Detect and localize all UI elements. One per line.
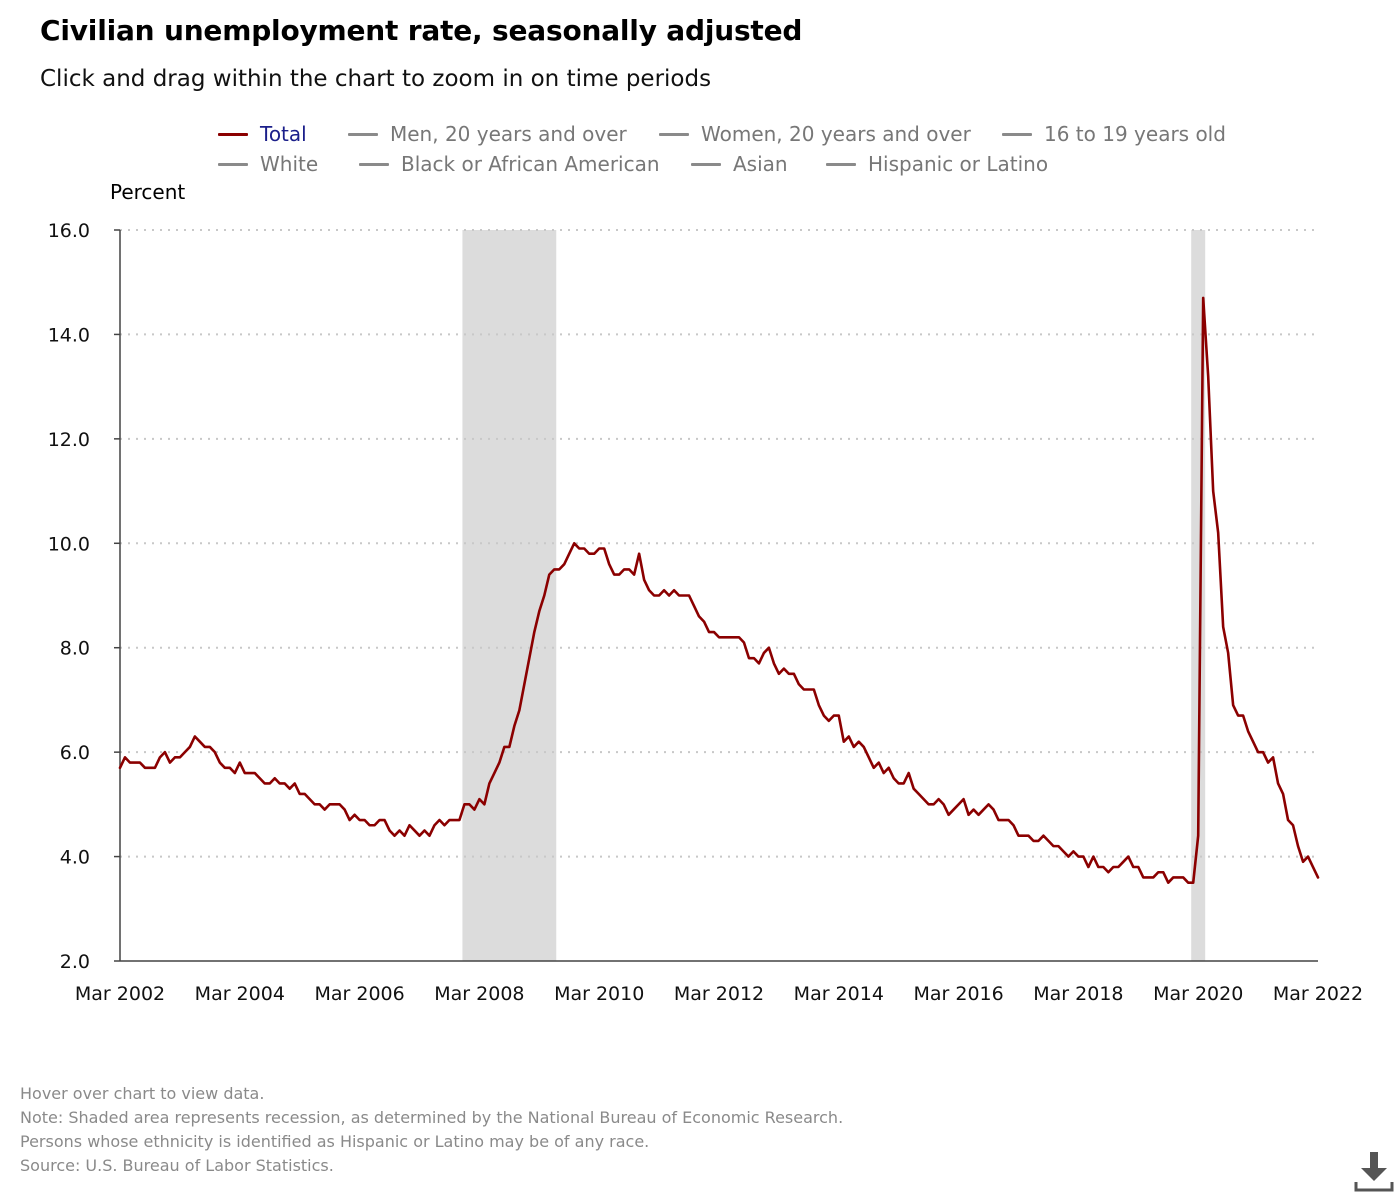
x-tick-label: Mar 2016	[913, 983, 1003, 1005]
y-axis-label: Percent	[110, 180, 186, 204]
download-icon[interactable]	[1354, 1150, 1394, 1194]
legend-label: 16 to 19 years old	[1044, 122, 1226, 146]
series-line-total	[118, 296, 1320, 884]
legend-item-16-to-19[interactable]: 16 to 19 years old	[1002, 122, 1226, 146]
legend-line-swatch	[826, 162, 856, 166]
note-hispanic: Persons whose ethnicity is identified as…	[20, 1132, 650, 1151]
legend-item-women-20-over[interactable]: Women, 20 years and over	[659, 122, 971, 146]
legend-line-swatch	[218, 132, 248, 136]
legend-item-hispanic[interactable]: Hispanic or Latino	[826, 152, 1048, 176]
chart-title: Civilian unemployment rate, seasonally a…	[40, 14, 803, 47]
chart-subtitle: Click and drag within the chart to zoom …	[40, 66, 712, 92]
legend-line-swatch	[359, 162, 389, 166]
x-tick-label: Mar 2002	[75, 983, 165, 1005]
legend-line-swatch	[1002, 132, 1032, 136]
x-tick-label: Mar 2014	[794, 983, 884, 1005]
legend-label: Black or African American	[401, 152, 660, 176]
legend-label: Asian	[733, 152, 788, 176]
gridlines	[120, 229, 1318, 858]
line-chart[interactable]: 2.04.06.08.010.012.014.016.0 Mar 2002 Mar…	[0, 0, 1400, 1040]
legend-label: White	[260, 152, 319, 176]
legend-line-swatch	[348, 132, 378, 136]
x-tick-label: Mar 2008	[434, 983, 524, 1005]
note-recession: Note: Shaded area represents recession, …	[20, 1108, 844, 1127]
x-tick-label: Mar 2004	[195, 983, 285, 1005]
x-tick-label: Mar 2020	[1153, 983, 1243, 1005]
legend-line-swatch	[659, 132, 689, 136]
legend-label: Total	[260, 122, 307, 146]
legend-label: Hispanic or Latino	[868, 152, 1049, 176]
x-tick-label: Mar 2010	[554, 983, 644, 1005]
y-tick-label: 6.0	[60, 742, 90, 764]
recession-shading	[462, 230, 1206, 961]
y-tick-label: 4.0	[60, 847, 90, 869]
legend-item-black[interactable]: Black or African American	[359, 152, 660, 176]
x-tick-label: Mar 2022	[1273, 983, 1363, 1005]
note-hover: Hover over chart to view data.	[20, 1084, 265, 1103]
x-tick-label: Mar 2006	[314, 983, 404, 1005]
y-tick-label: 16.0	[48, 220, 90, 242]
y-tick-label: 12.0	[48, 429, 90, 451]
recession-band-1	[462, 230, 557, 961]
y-tick-label: 10.0	[48, 533, 90, 555]
legend-line-swatch	[218, 162, 248, 166]
y-tick-label: 2.0	[60, 951, 90, 973]
x-tick-labels: Mar 2002 Mar 2004 Mar 2006 Mar 2008 Mar 2010…	[75, 983, 1363, 1005]
legend-item-total[interactable]: Total	[218, 122, 307, 146]
y-tick-label: 8.0	[60, 638, 90, 660]
series-lines	[118, 296, 1320, 884]
chart-notes: Hover over chart to view data. Note: Sha…	[20, 1082, 843, 1178]
legend-line-swatch	[691, 162, 721, 166]
x-tick-label: Mar 2018	[1033, 983, 1123, 1005]
legend-item-asian[interactable]: Asian	[691, 152, 788, 176]
legend-item-white[interactable]: White	[218, 152, 318, 176]
x-tick-label: Mar 2012	[674, 983, 764, 1005]
y-tick-labels: 2.0 4.0 6.0 8.0 10.0 12.0 14.0 16.0	[48, 220, 120, 973]
axes	[119, 230, 1318, 962]
note-source: Source: U.S. Bureau of Labor Statistics.	[20, 1156, 334, 1175]
legend-label: Women, 20 years and over	[701, 122, 971, 146]
y-tick-label: 14.0	[48, 324, 90, 346]
legend-item-men-20-over[interactable]: Men, 20 years and over	[348, 122, 627, 146]
legend-label: Men, 20 years and over	[390, 122, 627, 146]
